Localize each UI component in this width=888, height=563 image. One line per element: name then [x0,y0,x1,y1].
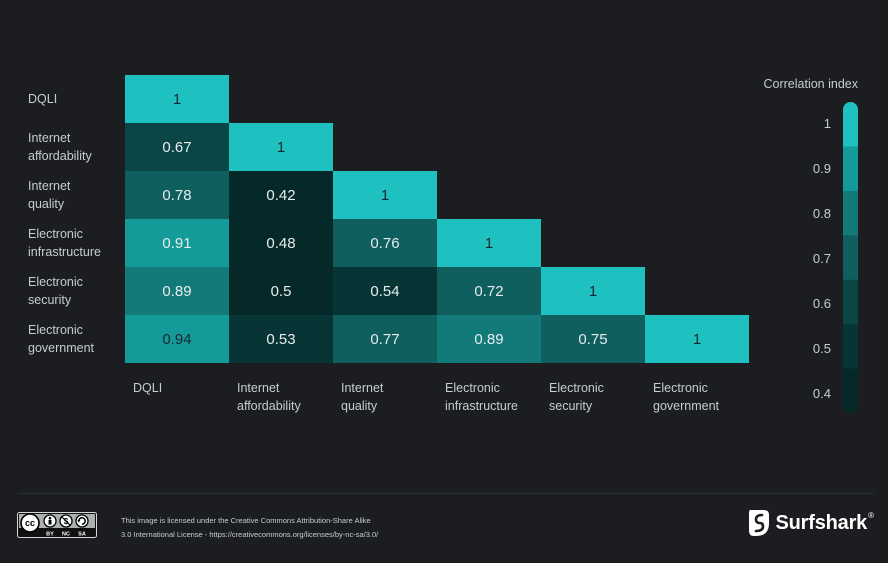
heatmap-cell [437,315,541,363]
cell-value-label: 0.72 [474,283,503,300]
cell-value-label: 0.78 [162,187,191,204]
correlation-heatmap: 10.67 10.78 0.42 10.91 0.48 0.76 10.89 0.5 0.54 0… [28,75,859,413]
legend-color-band [843,102,858,147]
legend-tick-label: 0.4 [813,386,831,401]
brand-name: Surfshark [775,511,868,534]
license-line-2[interactable]: 3.0 International License - https://crea… [121,530,379,539]
row-label: Electronic [28,227,83,241]
heatmap-cell [125,267,229,315]
legend-color-band [843,279,858,325]
cell-value-label: 1 [589,283,597,300]
column-label: affordability [237,399,301,413]
column-label: Electronic [653,381,708,395]
column-label: DQLI [133,381,162,395]
legend-tick-label: 0.5 [813,341,831,356]
row-label: infrastructure [28,245,101,259]
legend-color-band [843,324,858,370]
row-label: Electronic [28,323,83,337]
cell-value-label: 0.77 [370,331,399,348]
cc-label-sa: SA [78,532,86,538]
heatmap-cell [229,219,333,267]
cell-value-label: 0.89 [474,331,503,348]
cell-value-label: 1 [485,235,493,252]
heatmap-cell [125,171,229,219]
heatmap-cell [229,267,333,315]
cell-value-label: 0.53 [266,331,295,348]
surfshark-logo-icon [748,510,769,536]
cell-value-label: 0.76 [370,235,399,252]
column-label: security [549,399,593,413]
heatmap-cell [125,315,229,363]
cell-value-label: 1 [381,187,389,204]
legend-color-band [843,235,858,281]
row-label: government [28,341,95,355]
row-label: affordability [28,149,92,163]
heatmap-cell [229,315,333,363]
legend-color-band [843,146,858,192]
column-label: Internet [237,381,280,395]
registered-mark: ® [868,511,874,520]
row-label: Internet [28,131,71,145]
cell-value-label: 0.94 [162,331,191,348]
heatmap-cell [229,171,333,219]
row-label: security [28,293,72,307]
cell-value-label: 0.67 [162,139,191,156]
legend-color-band [843,368,858,413]
svg-text:cc: cc [25,518,35,528]
cell-value-label: 0.89 [162,283,191,300]
column-label: Electronic [549,381,604,395]
heatmap-cell [437,267,541,315]
cell-value-label: 1 [693,331,701,348]
cell-value-label: 0.54 [370,283,399,300]
heatmap-cell [125,75,229,123]
heatmap-cell [333,219,437,267]
cell-value-label: 1 [277,139,285,156]
column-label: quality [341,399,378,413]
row-label: quality [28,197,65,211]
heatmap-cell [125,123,229,171]
heatmap-cell [125,219,229,267]
cell-value-label: 0.48 [266,235,295,252]
cell-value-label: 0.75 [578,331,607,348]
heatmap-cell [333,267,437,315]
heatmap-cell [333,171,437,219]
footer-divider [18,493,874,494]
heatmap-cell [229,123,333,171]
legend-tick-label: 0.6 [813,296,831,311]
cell-value-label: 0.5 [271,283,292,300]
cc-license-badge[interactable]: cc $ BY NC SA [17,512,97,538]
heatmap-cell [541,315,645,363]
column-label: infrastructure [445,399,518,413]
cell-value-label: 0.91 [162,235,191,252]
cc-icon [20,513,40,533]
legend-color-band [843,190,858,236]
row-label: DQLI [28,92,57,106]
column-label: government [653,399,720,413]
row-label: Internet [28,179,71,193]
legend-title: Correlation index [764,77,859,91]
column-label: Internet [341,381,384,395]
sa-icon [75,514,89,528]
legend-tick-label: 0.9 [813,161,831,176]
heatmap-cell [645,315,749,363]
legend-tick-label: 1 [824,116,831,131]
license-line-1: This image is licensed under the Creativ… [121,516,371,525]
brand-logo: Surfshark ® [747,509,874,537]
cell-value-label: 0.42 [266,187,295,204]
legend-tick-label: 0.7 [813,251,831,266]
legend-tick-label: 0.8 [813,206,831,221]
column-label: Electronic [445,381,500,395]
row-label: Electronic [28,275,83,289]
cc-label-nc: NC [62,532,70,538]
cell-value-label: 1 [173,91,181,108]
heatmap-cell [333,315,437,363]
heatmap-cell [541,267,645,315]
license-text: This image is licensed under the Creativ… [121,514,441,542]
cc-label-by: BY [46,532,54,538]
heatmap-cell [437,219,541,267]
